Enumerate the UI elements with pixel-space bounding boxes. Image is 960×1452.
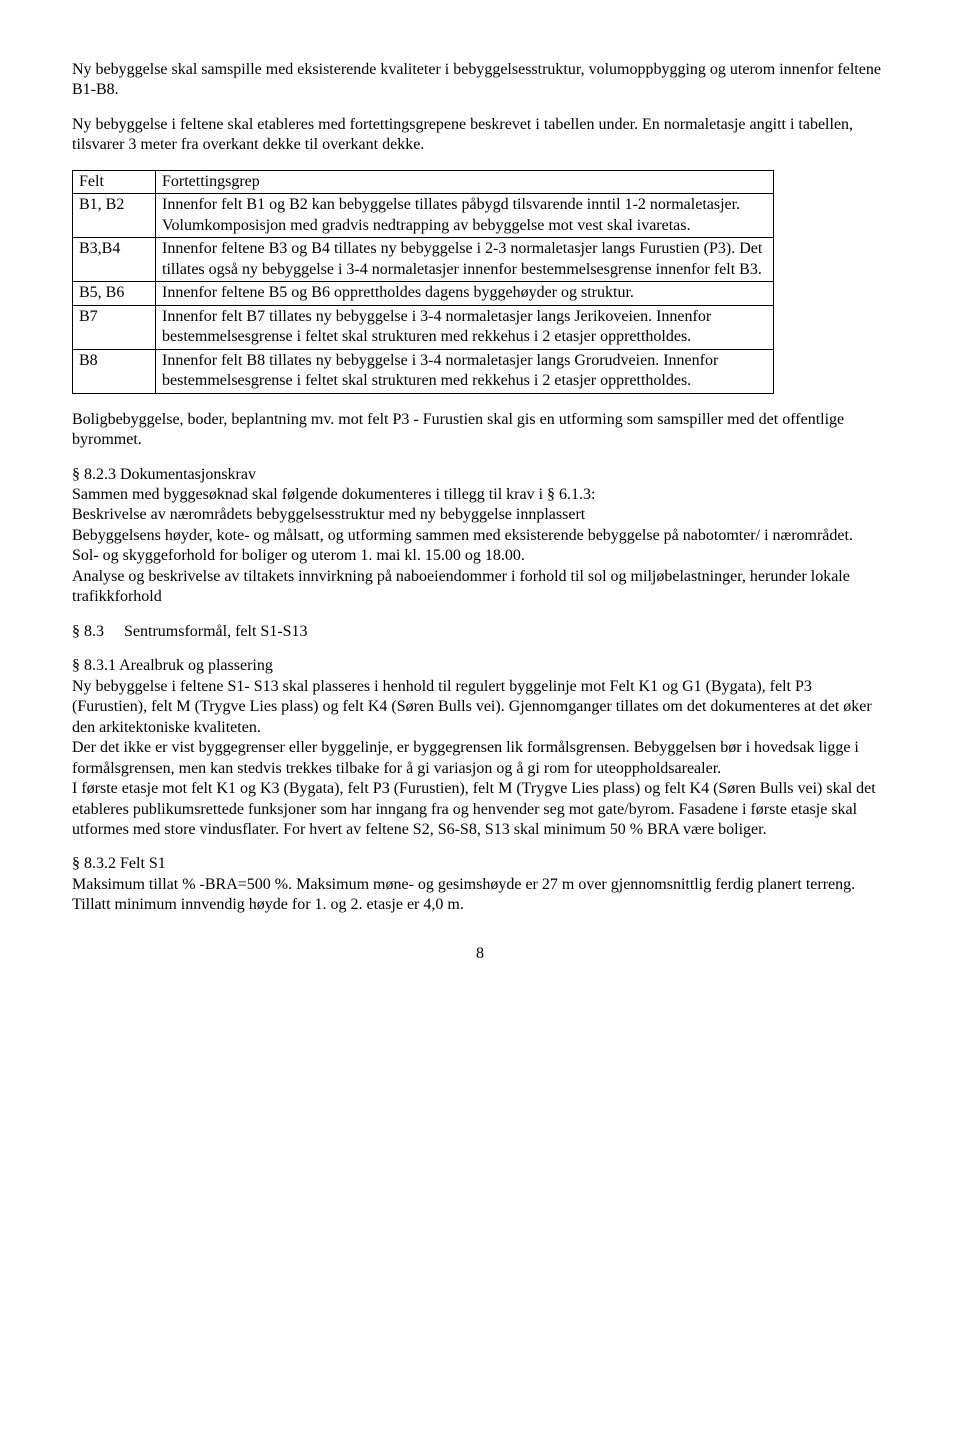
section-8-3-1: § 8.3.1 Arealbruk og plassering Ny bebyg… (72, 656, 888, 840)
table-header-felt: Felt (73, 170, 156, 193)
page-number: 8 (72, 944, 888, 964)
section-title: § 8.3.1 Arealbruk og plassering (72, 656, 888, 676)
intro-paragraph-1: Ny bebyggelse skal samspille med eksiste… (72, 60, 888, 101)
section-line: Sol- og skyggeforhold for boliger og ute… (72, 546, 888, 566)
table-row: B1, B2 Innenfor felt B1 og B2 kan bebygg… (73, 194, 774, 238)
after-table-paragraph: Boligbebyggelse, boder, beplantning mv. … (72, 410, 888, 451)
table-cell-grep: Innenfor feltene B3 og B4 tillates ny be… (156, 238, 774, 282)
section-paragraph: I første etasje mot felt K1 og K3 (Bygat… (72, 779, 888, 840)
table-cell-grep: Innenfor feltene B5 og B6 opprettholdes … (156, 282, 774, 305)
section-8-3-title: § 8.3 Sentrumsformål, felt S1-S13 (72, 622, 888, 642)
section-8-2-3: § 8.2.3 Dokumentasjonskrav Sammen med by… (72, 465, 888, 608)
table-row: B3,B4 Innenfor feltene B3 og B4 tillates… (73, 238, 774, 282)
section-title: § 8.2.3 Dokumentasjonskrav (72, 465, 888, 485)
table-cell-felt: B3,B4 (73, 238, 156, 282)
section-line: Analyse og beskrivelse av tiltakets innv… (72, 567, 888, 608)
fortettingsgrep-table: Felt Fortettingsgrep B1, B2 Innenfor fel… (72, 170, 774, 394)
table-header-row: Felt Fortettingsgrep (73, 170, 774, 193)
table-cell-felt: B8 (73, 349, 156, 393)
section-line: Sammen med byggesøknad skal følgende dok… (72, 485, 888, 505)
section-paragraph: Der det ikke er vist byggegrenser eller … (72, 738, 888, 779)
table-cell-felt: B5, B6 (73, 282, 156, 305)
intro-paragraph-2: Ny bebyggelse i feltene skal etableres m… (72, 115, 888, 156)
table-row: B8 Innenfor felt B8 tillates ny bebyggel… (73, 349, 774, 393)
section-title: § 8.3.2 Felt S1 (72, 854, 888, 874)
section-paragraph: Ny bebyggelse i feltene S1- S13 skal pla… (72, 677, 888, 738)
table-row: B5, B6 Innenfor feltene B5 og B6 opprett… (73, 282, 774, 305)
table-header-grep: Fortettingsgrep (156, 170, 774, 193)
table-cell-felt: B1, B2 (73, 194, 156, 238)
table-cell-felt: B7 (73, 305, 156, 349)
table-row: B7 Innenfor felt B7 tillates ny bebyggel… (73, 305, 774, 349)
section-8-3-2: § 8.3.2 Felt S1 Maksimum tillat % -BRA=5… (72, 854, 888, 915)
table-cell-grep: Innenfor felt B8 tillates ny bebyggelse … (156, 349, 774, 393)
table-cell-grep: Innenfor felt B7 tillates ny bebyggelse … (156, 305, 774, 349)
table-cell-grep: Innenfor felt B1 og B2 kan bebyggelse ti… (156, 194, 774, 238)
section-line: Beskrivelse av nærområdets bebyggelsesst… (72, 505, 888, 525)
section-line: Bebyggelsens høyder, kote- og målsatt, o… (72, 526, 888, 546)
section-paragraph: Maksimum tillat % -BRA=500 %. Maksimum m… (72, 875, 888, 916)
